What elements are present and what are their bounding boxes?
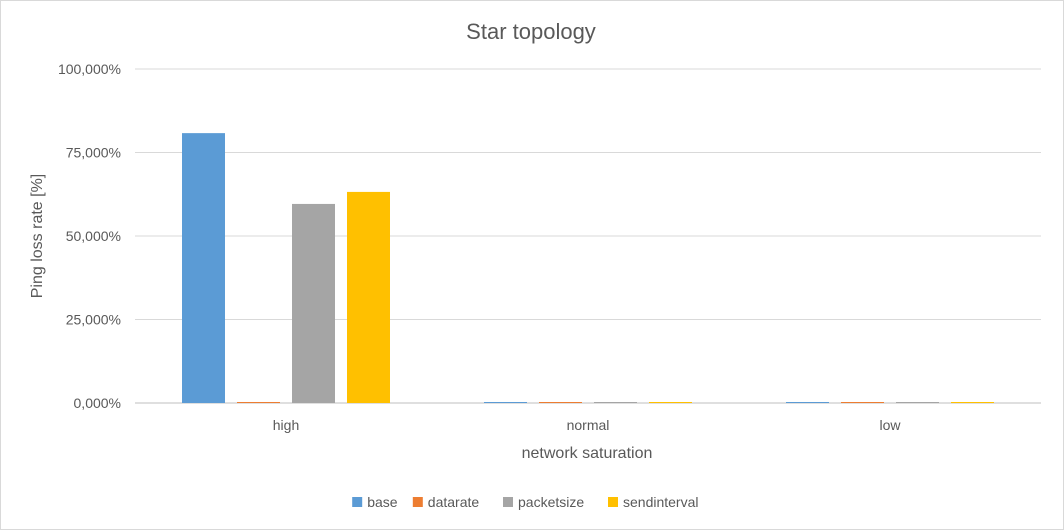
- legend-item-packetsize: packetsize: [503, 494, 584, 510]
- bar-sendinterval-high: [347, 191, 390, 403]
- legend-swatch: [608, 497, 618, 507]
- y-axis-ticks: 0,000% 25,000% 50,000% 75,000% 100,000%: [58, 61, 121, 411]
- legend-item-datarate: datarate: [412, 494, 480, 510]
- bar-sendinterval-low: [951, 401, 994, 403]
- bar-datarate-high: [237, 401, 280, 403]
- legend-label: sendinterval: [623, 494, 699, 510]
- bar-base-normal: [484, 401, 527, 403]
- x-axis-ticks: high normal low: [273, 417, 902, 433]
- gridlines: [135, 68, 1041, 404]
- x-tick-label: low: [879, 417, 901, 433]
- y-axis-title: Ping loss rate [%]: [29, 174, 46, 299]
- bar-base-low: [786, 401, 829, 403]
- legend-item-sendinterval: sendinterval: [608, 494, 699, 510]
- bar-datarate-normal: [539, 402, 582, 403]
- y-tick-label: 0,000%: [74, 395, 121, 411]
- bar-sendinterval-normal: [649, 401, 692, 403]
- bar-packetsize-normal: [594, 401, 637, 403]
- legend: base datarate packetsize sendinterval: [352, 494, 699, 510]
- y-tick-label: 50,000%: [66, 228, 121, 244]
- y-tick-label: 75,000%: [66, 145, 121, 161]
- legend-swatch: [503, 497, 513, 507]
- x-tick-label: high: [273, 417, 299, 433]
- legend-item-base: base: [352, 494, 398, 510]
- y-tick-label: 25,000%: [66, 312, 121, 328]
- legend-label: packetsize: [518, 494, 584, 510]
- legend-swatch: [412, 497, 423, 507]
- legend-swatch: [352, 497, 363, 507]
- bar-packetsize-high: [292, 203, 335, 403]
- x-tick-label: normal: [567, 417, 610, 433]
- x-axis-title: network saturation: [522, 445, 653, 462]
- bars: [182, 133, 994, 404]
- y-tick-label: 100,000%: [58, 61, 121, 77]
- legend-label: datarate: [428, 494, 480, 510]
- bar-packetsize-low: [896, 402, 939, 403]
- chart-title: Star topology: [466, 19, 596, 44]
- bar-datarate-low: [841, 402, 884, 403]
- bar-base-high: [182, 133, 225, 404]
- legend-label: base: [367, 494, 398, 510]
